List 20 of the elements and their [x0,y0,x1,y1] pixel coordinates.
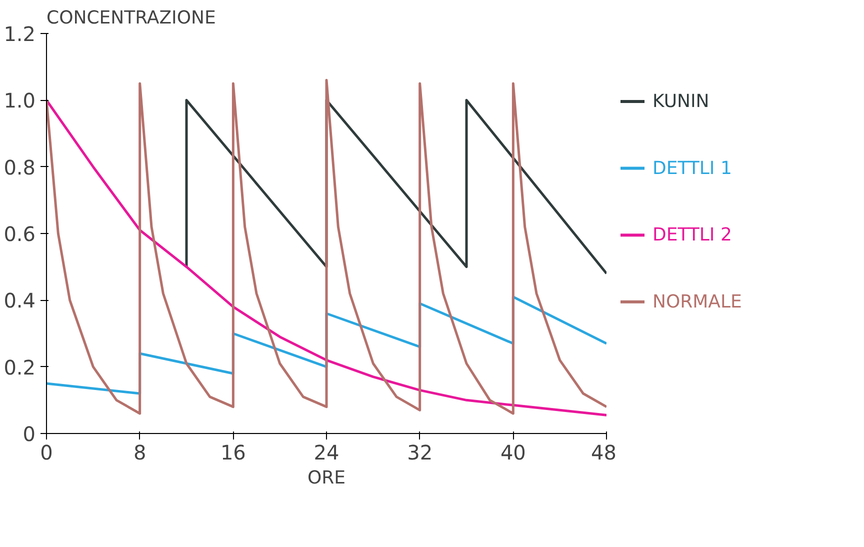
x-tick-label: 0 [40,440,53,464]
legend-label: NORMALE [652,291,742,312]
y-tick-label: 1.2 [4,22,36,46]
legend-label: KUNIN [652,91,710,112]
legend-label: DETTLI 1 [652,158,732,179]
x-tick-label: 24 [314,440,340,464]
y-axis-title: CONCENTRAZIONE [46,8,216,28]
y-tick-label: 0.4 [4,288,36,313]
y-tick-label: 0 [22,422,36,446]
y-tick-label: 0.6 [4,222,36,246]
x-tick-label: 48 [591,440,617,464]
y-tick-label: 0.8 [4,155,36,180]
x-tick-label: 16 [220,440,246,464]
y-tick-label: 1.0 [4,88,36,113]
x-tick-label: 32 [407,440,433,464]
x-tick-label: 40 [500,440,526,464]
x-tick-label: 8 [133,440,146,464]
x-axis-title: ORE [307,468,346,488]
y-tick-label: 0.2 [4,355,36,380]
legend-label: DETTLI 2 [652,224,732,246]
